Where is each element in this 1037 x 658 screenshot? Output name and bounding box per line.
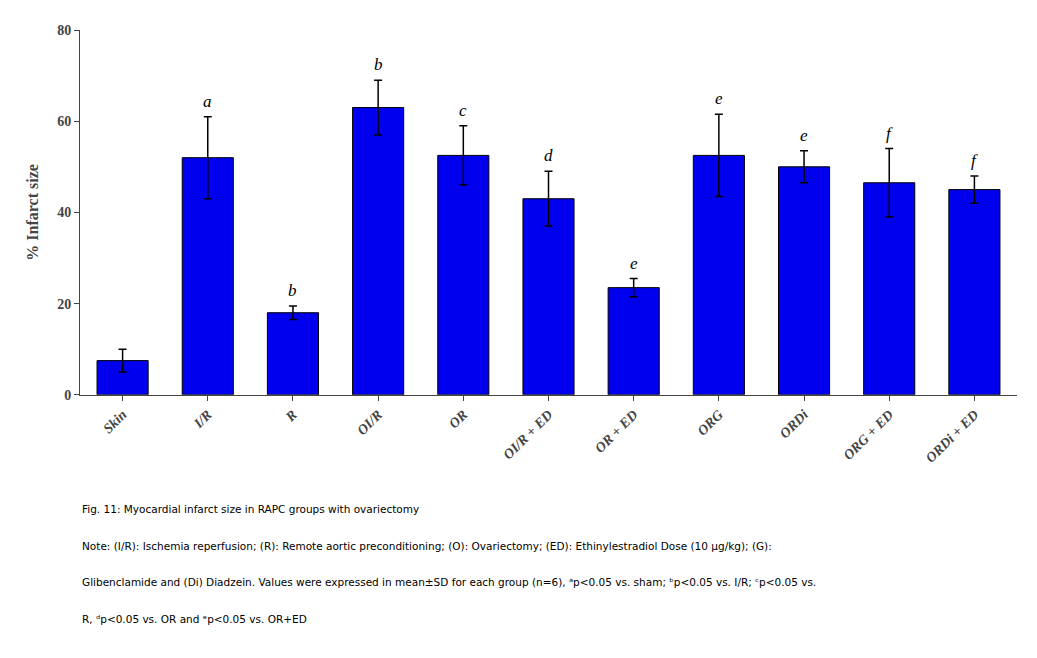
svg-text:Fig. 11: Myocardial infarct si: Fig. 11: Myocardial infarct size in RAPC…	[82, 503, 419, 515]
svg-text:ORG + ED: ORG + ED	[840, 407, 896, 463]
svg-text:ORG: ORG	[694, 407, 726, 439]
svg-text:Glibenclamide and (Di) Diadzei: Glibenclamide and (Di) Diadzein. Values …	[82, 576, 816, 588]
svg-text:e: e	[715, 89, 723, 108]
svg-text:Skin: Skin	[100, 407, 129, 436]
svg-text:R, ᵈp<0.05 vs. OR and ᵉp<0.05: R, ᵈp<0.05 vs. OR and ᵉp<0.05 vs. OR+ED	[82, 613, 307, 625]
svg-text:60: 60	[57, 114, 71, 129]
svg-text:e: e	[800, 126, 808, 145]
svg-text:% Infarct size: % Infarct size	[24, 164, 41, 261]
svg-text:OR: OR	[446, 407, 470, 431]
svg-text:80: 80	[57, 23, 71, 38]
svg-text:20: 20	[57, 297, 71, 312]
svg-text:b: b	[288, 281, 297, 300]
svg-text:f: f	[886, 124, 893, 143]
svg-text:OR + ED: OR + ED	[592, 407, 641, 456]
svg-text:b: b	[374, 55, 383, 74]
svg-text:OI/R + ED: OI/R + ED	[500, 407, 555, 462]
svg-text:40: 40	[57, 205, 71, 220]
svg-text:d: d	[544, 146, 553, 165]
svg-text:ORDi: ORDi	[777, 407, 811, 441]
svg-text:ORDi + ED: ORDi + ED	[923, 407, 982, 466]
svg-text:0: 0	[64, 388, 71, 403]
svg-text:OI/R: OI/R	[354, 407, 385, 438]
svg-text:a: a	[203, 92, 212, 111]
svg-text:c: c	[459, 101, 467, 120]
svg-text:e: e	[630, 254, 638, 273]
svg-text:R: R	[282, 407, 300, 425]
svg-text:I/R: I/R	[190, 407, 215, 432]
svg-text:Note: (I/R): Ischemia reperfus: Note: (I/R): Ischemia reperfusion; (R): …	[82, 540, 772, 552]
svg-text:f: f	[971, 151, 978, 170]
